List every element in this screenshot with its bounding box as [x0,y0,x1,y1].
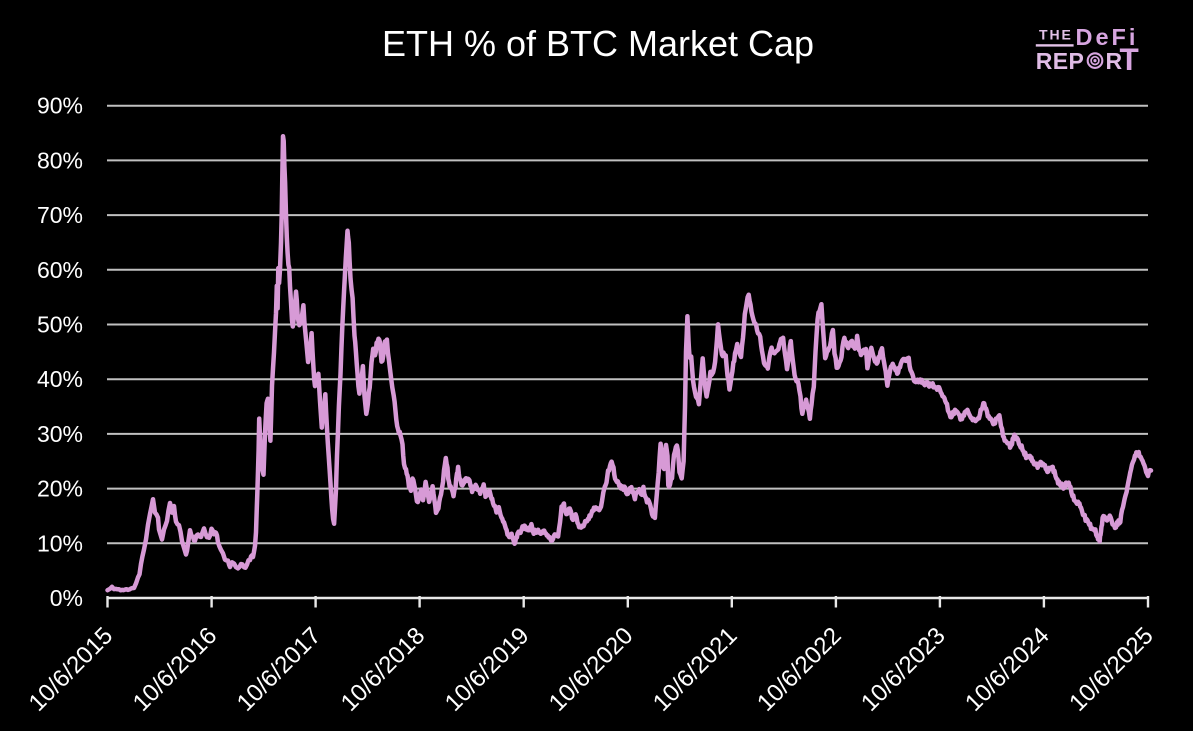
svg-text:50%: 50% [37,312,83,338]
svg-text:ETH % of BTC Market Cap: ETH % of BTC Market Cap [382,23,814,64]
svg-text:T: T [1120,41,1139,77]
svg-text:REP: REP [1036,48,1085,74]
svg-text:DeFi: DeFi [1076,24,1139,50]
svg-text:30%: 30% [37,421,83,447]
svg-text:R: R [1106,48,1123,74]
svg-text:80%: 80% [37,147,83,173]
svg-text:THE: THE [1039,27,1073,43]
svg-text:20%: 20% [37,476,83,502]
svg-text:60%: 60% [37,257,83,283]
svg-text:10%: 10% [37,530,83,556]
svg-text:90%: 90% [37,93,83,119]
svg-text:40%: 40% [37,366,83,392]
svg-text:70%: 70% [37,202,83,228]
svg-text:0%: 0% [50,585,83,611]
